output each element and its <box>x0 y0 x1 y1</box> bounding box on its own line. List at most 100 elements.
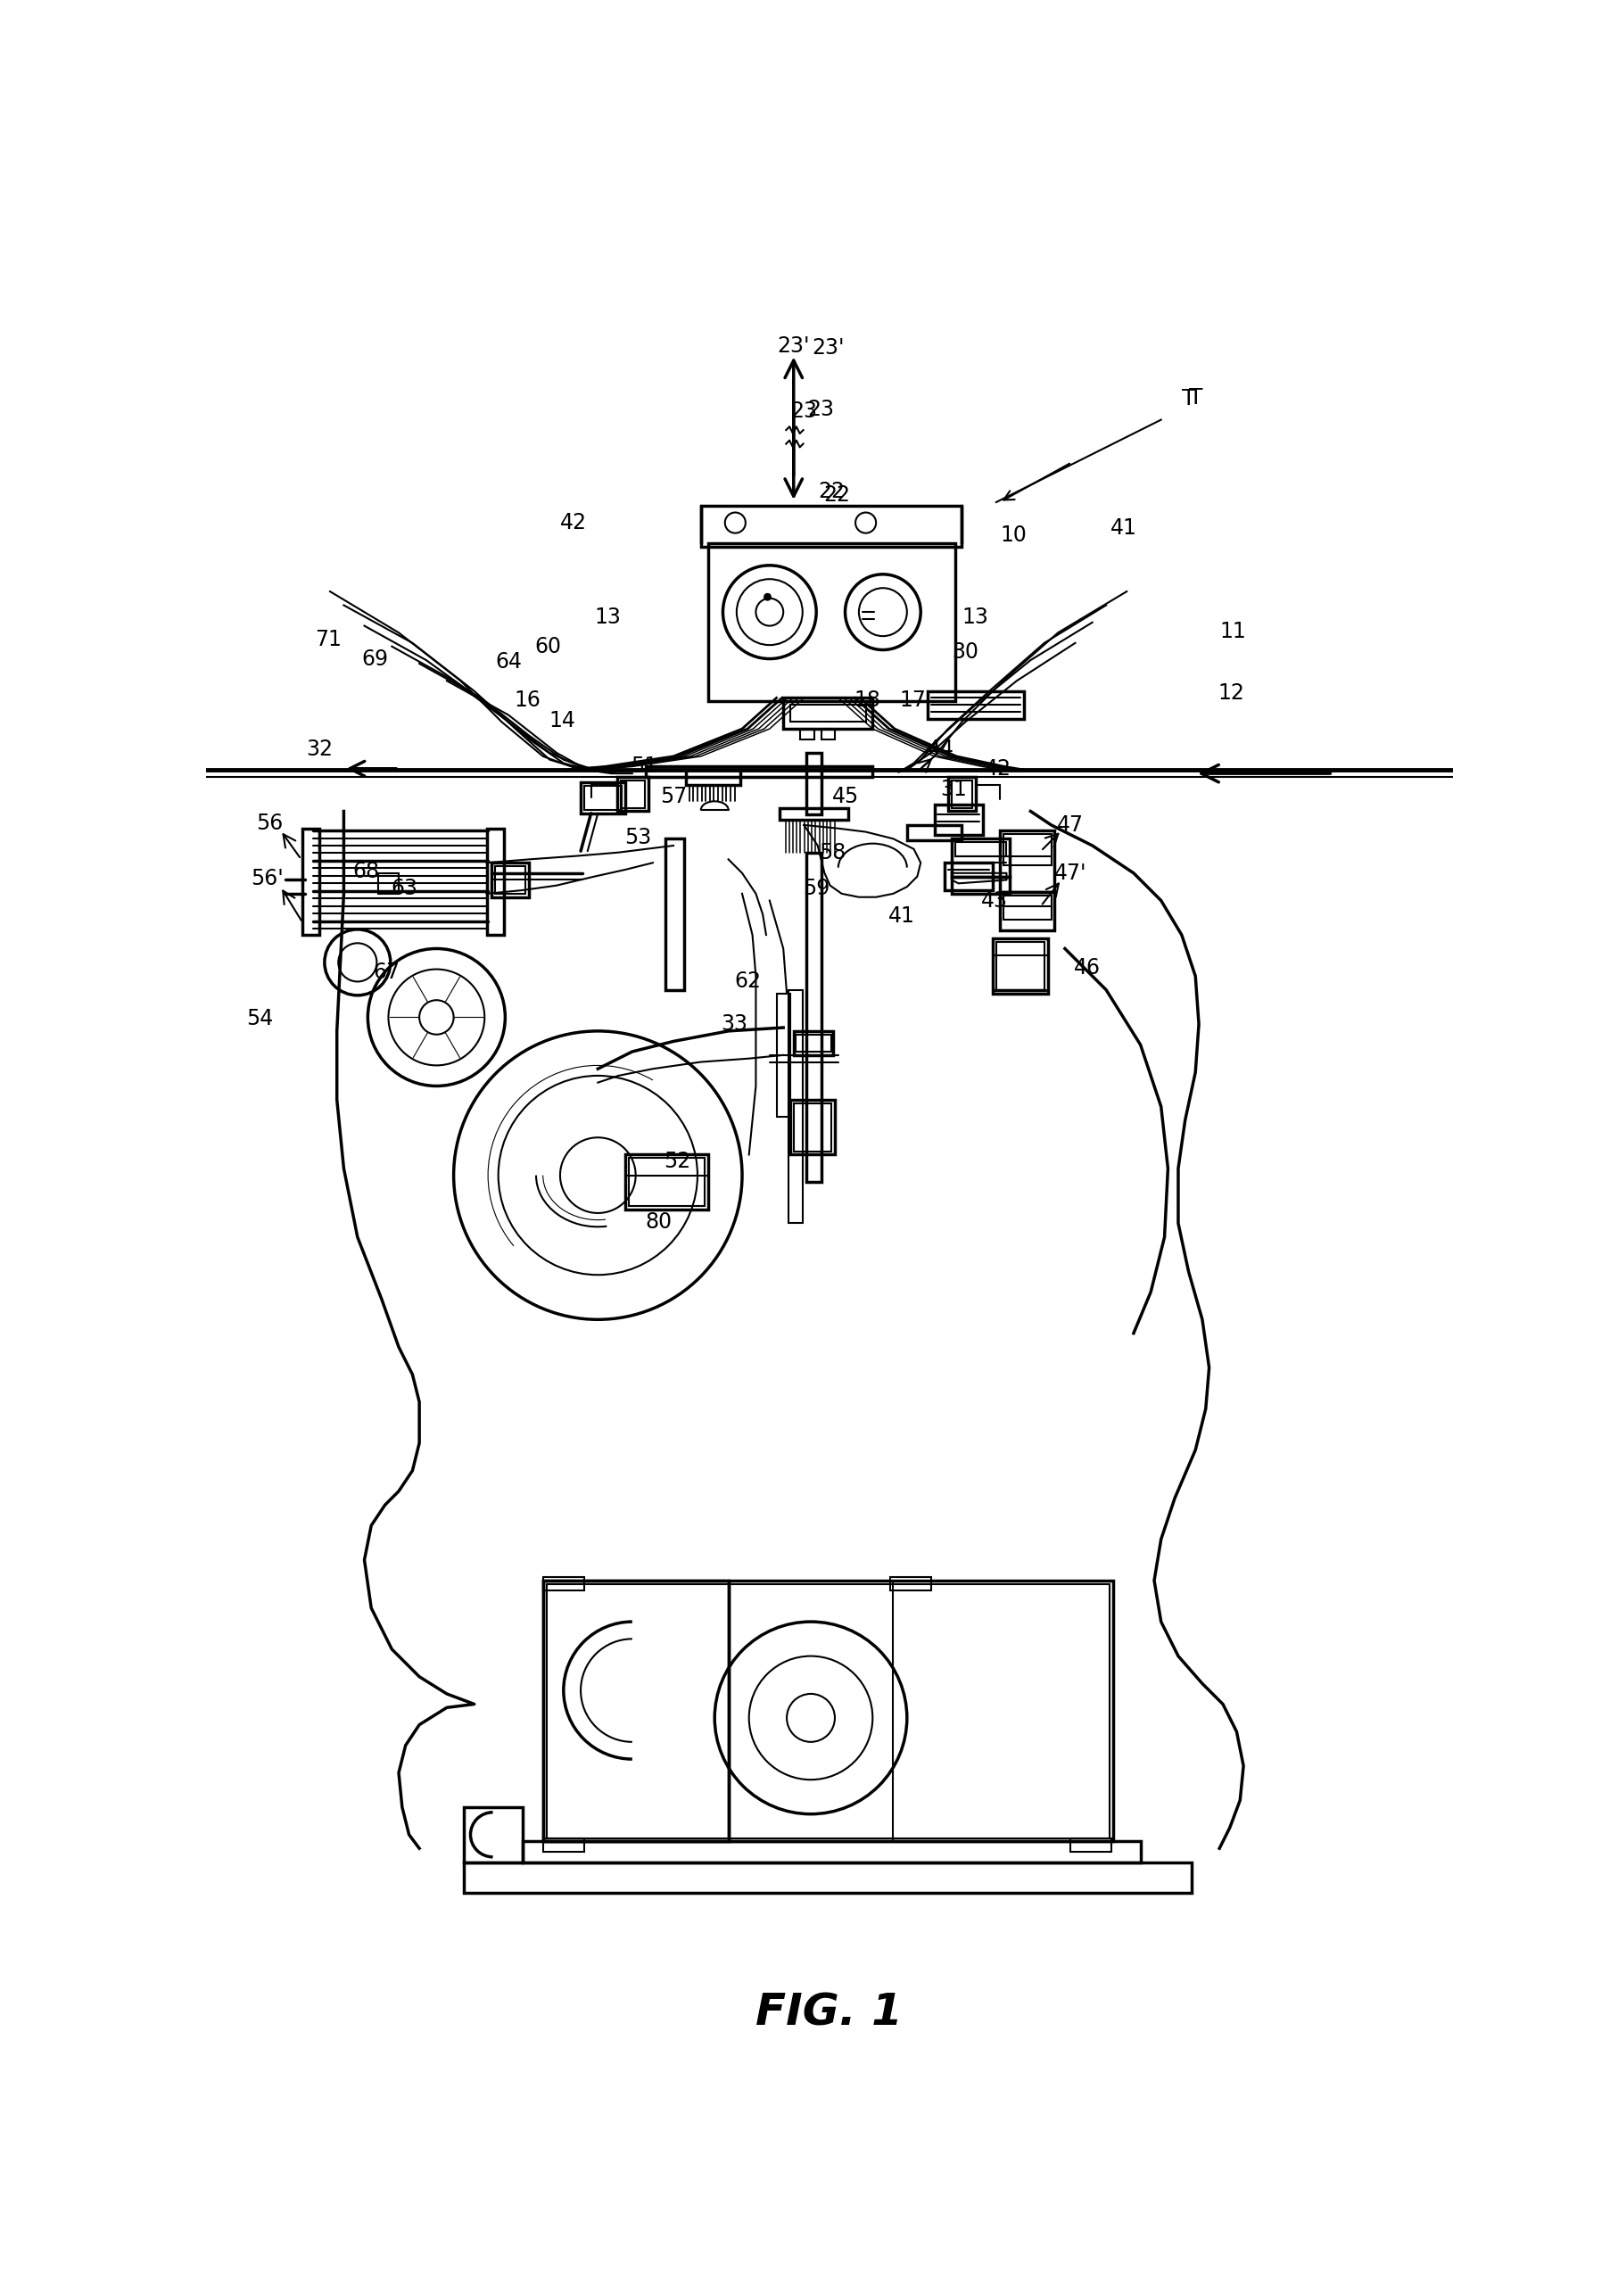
Bar <box>616 776 647 810</box>
Bar <box>820 728 835 739</box>
Bar <box>487 829 503 934</box>
Bar <box>995 941 1044 990</box>
Bar <box>796 1035 832 1052</box>
Text: 30: 30 <box>951 641 979 664</box>
Bar <box>492 863 529 898</box>
Text: 59: 59 <box>803 877 830 898</box>
Bar <box>584 785 621 810</box>
Text: 23: 23 <box>807 400 833 420</box>
Text: 33: 33 <box>720 1013 748 1035</box>
Text: 18: 18 <box>853 689 880 712</box>
Text: FIG. 1: FIG. 1 <box>756 1993 903 2034</box>
Text: 11: 11 <box>1220 620 1246 643</box>
Text: 42: 42 <box>984 758 1010 778</box>
Text: 22: 22 <box>817 482 845 503</box>
Bar <box>581 783 625 813</box>
Text: 56': 56' <box>251 868 283 889</box>
Bar <box>542 1580 728 1841</box>
Bar <box>1003 895 1050 921</box>
Text: 45: 45 <box>832 785 858 806</box>
Bar <box>951 838 1010 877</box>
Bar <box>646 767 872 776</box>
Text: 17: 17 <box>898 689 925 712</box>
Bar <box>780 808 848 820</box>
Bar <box>495 866 526 893</box>
Text: 52: 52 <box>663 1150 689 1173</box>
Bar <box>890 1577 930 1591</box>
Bar <box>790 705 866 721</box>
Bar <box>542 1839 584 1853</box>
Text: 80: 80 <box>644 1212 671 1233</box>
Text: 60: 60 <box>536 636 561 657</box>
Bar <box>542 1577 584 1591</box>
Bar <box>686 769 741 785</box>
Bar <box>927 691 1023 719</box>
Text: 23': 23' <box>811 338 843 358</box>
Text: 54: 54 <box>246 1008 273 1029</box>
Bar <box>945 863 992 891</box>
Text: 31: 31 <box>940 778 966 799</box>
Text: 56: 56 <box>256 813 283 833</box>
Text: 47': 47' <box>1053 863 1086 884</box>
Text: 63: 63 <box>390 877 417 898</box>
Bar <box>906 824 961 840</box>
Bar <box>707 544 955 700</box>
Bar <box>998 893 1053 930</box>
Text: 58: 58 <box>819 843 846 863</box>
Text: 51: 51 <box>631 755 657 778</box>
Text: 13: 13 <box>594 606 621 629</box>
Text: 47: 47 <box>1057 815 1082 836</box>
Text: 32: 32 <box>306 739 333 760</box>
Text: 41: 41 <box>1110 517 1136 540</box>
Text: 41: 41 <box>888 905 914 925</box>
Text: 23': 23' <box>777 335 809 356</box>
Bar <box>806 852 820 1182</box>
Bar <box>545 1584 1108 1839</box>
Text: 23: 23 <box>790 402 817 422</box>
Bar <box>777 994 790 1116</box>
Bar <box>625 1155 707 1210</box>
Text: T: T <box>1181 388 1194 411</box>
Bar <box>542 1580 1113 1841</box>
Bar <box>628 1157 704 1205</box>
Text: 57: 57 <box>660 785 686 806</box>
Text: 10: 10 <box>1000 523 1026 546</box>
Bar <box>620 781 644 808</box>
Bar <box>934 804 982 836</box>
Bar <box>303 829 319 934</box>
Bar <box>1003 833 1050 866</box>
Text: 53: 53 <box>625 827 650 847</box>
Bar <box>523 1841 1139 1862</box>
Bar <box>783 698 872 728</box>
Text: 46: 46 <box>1073 957 1100 978</box>
Text: 68: 68 <box>353 861 379 882</box>
Text: 64: 64 <box>495 650 521 673</box>
Text: 43: 43 <box>981 891 1008 912</box>
Text: 62: 62 <box>735 971 760 992</box>
Bar <box>793 1102 832 1150</box>
Text: 42: 42 <box>560 512 587 533</box>
Bar <box>799 728 814 739</box>
Bar <box>788 990 803 1224</box>
Bar <box>992 939 1047 994</box>
Text: T: T <box>1188 388 1202 409</box>
Circle shape <box>764 595 770 599</box>
Bar <box>948 776 976 810</box>
Text: 44: 44 <box>927 739 955 760</box>
Bar <box>464 1862 1191 1892</box>
Text: 12: 12 <box>1217 682 1244 705</box>
Bar <box>951 781 972 808</box>
Bar <box>379 872 398 893</box>
Bar <box>793 1031 833 1056</box>
Bar <box>998 831 1053 893</box>
Bar <box>790 1100 835 1155</box>
Text: 69: 69 <box>361 647 388 670</box>
Bar <box>464 1807 523 1862</box>
Bar <box>665 838 684 990</box>
Text: 22: 22 <box>824 484 849 505</box>
Bar <box>806 753 820 815</box>
Text: 67: 67 <box>372 962 400 983</box>
Bar <box>701 505 961 546</box>
Text: 71: 71 <box>316 629 341 650</box>
Text: 16: 16 <box>515 689 540 712</box>
